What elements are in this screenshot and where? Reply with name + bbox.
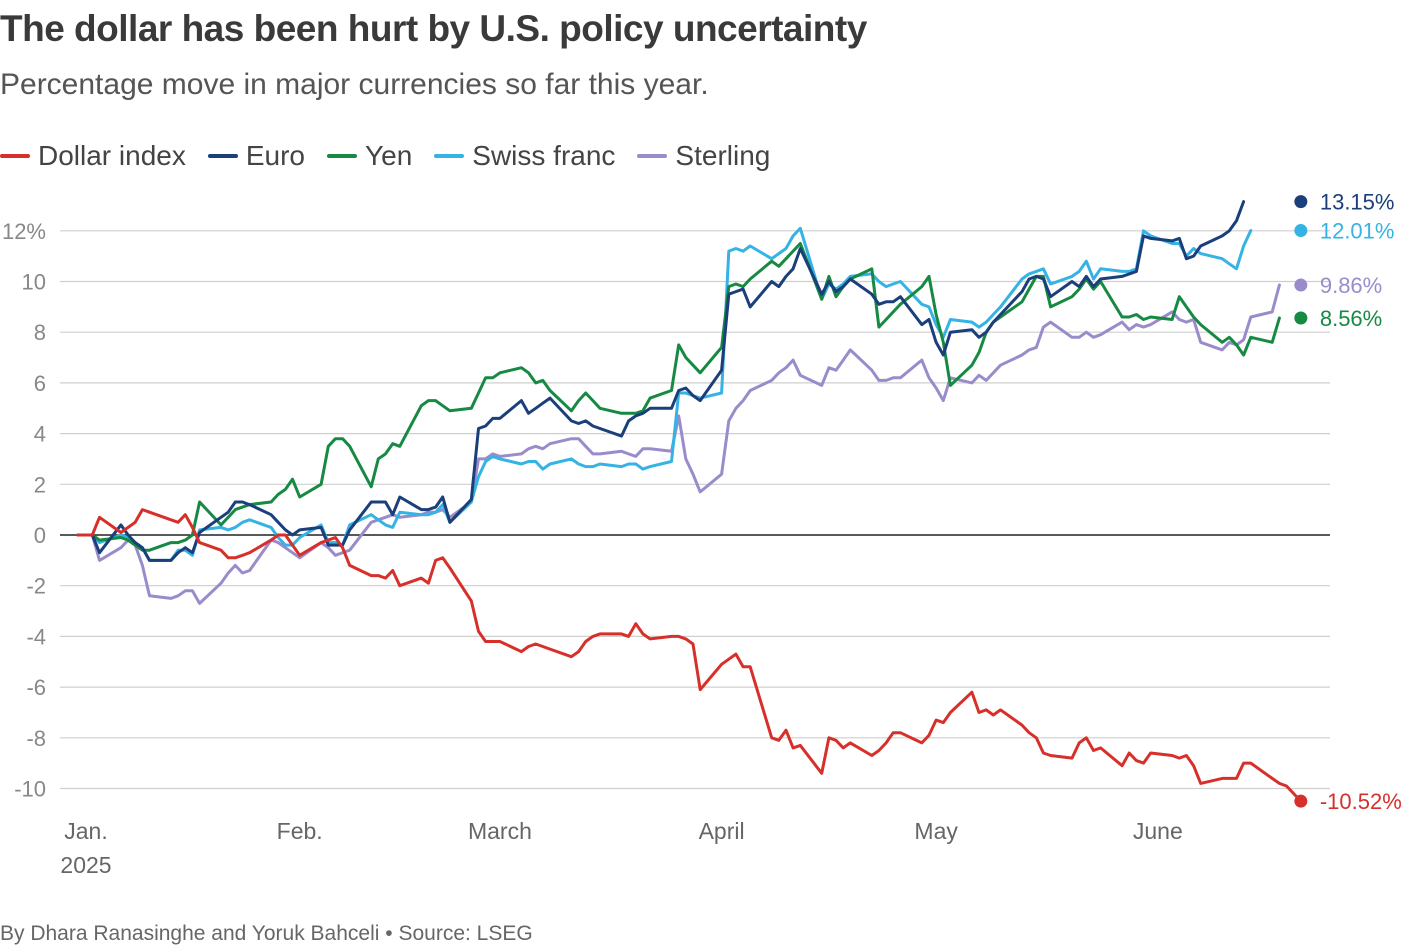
y-tick-label: 0 <box>34 523 46 548</box>
y-tick-label: -4 <box>26 624 46 649</box>
end-label-euro: 13.15% <box>1320 190 1395 215</box>
gridlines <box>60 230 1330 790</box>
legend: Dollar index Euro Yen Swiss franc Sterli… <box>0 140 792 172</box>
y-axis: -10 -8 -6 -4 -2 0 2 4 6 8 10 12% <box>2 219 46 802</box>
y-tick-label: -8 <box>26 726 46 751</box>
end-point-dollar-index <box>1294 794 1308 808</box>
y-tick-label: 12% <box>2 219 46 244</box>
x-tick-label: June <box>1133 818 1183 844</box>
y-tick-label: -2 <box>26 574 46 599</box>
legend-label-sterling: Sterling <box>675 140 771 171</box>
legend-swatch-dollar-index <box>0 154 30 158</box>
legend-swatch-euro <box>207 154 238 158</box>
legend-item-sterling: Sterling <box>637 140 770 172</box>
end-label-sterling: 9.86% <box>1320 273 1382 298</box>
chart-title: The dollar has been hurt by U.S. policy … <box>0 8 867 49</box>
x-tick-sublabel: 2025 <box>60 852 111 878</box>
legend-item-euro: Euro <box>207 140 306 172</box>
end-point-sterling <box>1294 278 1308 292</box>
y-tick-label: 2 <box>34 472 46 497</box>
series-lines <box>76 200 1303 803</box>
x-tick-label: March <box>468 818 532 844</box>
end-point-euro <box>1294 195 1308 209</box>
footer: By Dhara Ranasinghe and Yoruk Bahceli • … <box>0 922 533 946</box>
end-point-swiss-franc <box>1294 224 1308 238</box>
legend-label-swiss-franc: Swiss franc <box>472 140 616 171</box>
y-tick-label: -6 <box>26 675 46 700</box>
end-label-swiss-franc: 12.01% <box>1320 219 1395 244</box>
chart-subtitle: Percentage move in major currencies so f… <box>0 68 709 101</box>
legend-swatch-swiss-franc <box>434 154 465 158</box>
series-line-euro <box>76 200 1246 562</box>
legend-label-euro: Euro <box>245 140 306 171</box>
legend-label-dollar-index: Dollar index <box>38 140 186 171</box>
series-line-sterling <box>76 283 1281 605</box>
legend-item-yen: Yen <box>327 140 412 172</box>
y-tick-label: -10 <box>14 777 46 802</box>
series-line-dollar-index <box>76 508 1303 803</box>
legend-swatch-yen <box>327 154 358 158</box>
x-tick-label: Feb. <box>277 818 323 844</box>
end-label-yen: 8.56% <box>1320 306 1382 331</box>
y-tick-label: 6 <box>34 371 46 396</box>
byline: By Dhara Ranasinghe and Yoruk Bahceli <box>0 922 380 945</box>
legend-item-dollar-index: Dollar index <box>0 140 186 172</box>
x-tick-label: Jan. <box>64 818 107 844</box>
source: • Source: LSEG <box>385 922 533 945</box>
end-markers: -10.52% 13.15% 8.56% 12.01% 9.86% <box>1294 190 1402 814</box>
legend-item-swiss-franc: Swiss franc <box>434 140 615 172</box>
x-tick-label: April <box>699 818 745 844</box>
y-tick-label: 4 <box>34 422 46 447</box>
y-tick-label: 10 <box>22 270 46 295</box>
x-tick-label: May <box>914 818 958 844</box>
end-label-dollar-index: -10.52% <box>1320 789 1402 814</box>
legend-label-yen: Yen <box>365 140 413 171</box>
legend-swatch-sterling <box>637 154 668 158</box>
x-axis: Jan. 2025 Feb. March April May June <box>60 818 1182 878</box>
end-point-yen <box>1294 311 1308 325</box>
y-tick-label: 8 <box>34 320 46 345</box>
series-line-swiss-franc <box>76 226 1253 562</box>
